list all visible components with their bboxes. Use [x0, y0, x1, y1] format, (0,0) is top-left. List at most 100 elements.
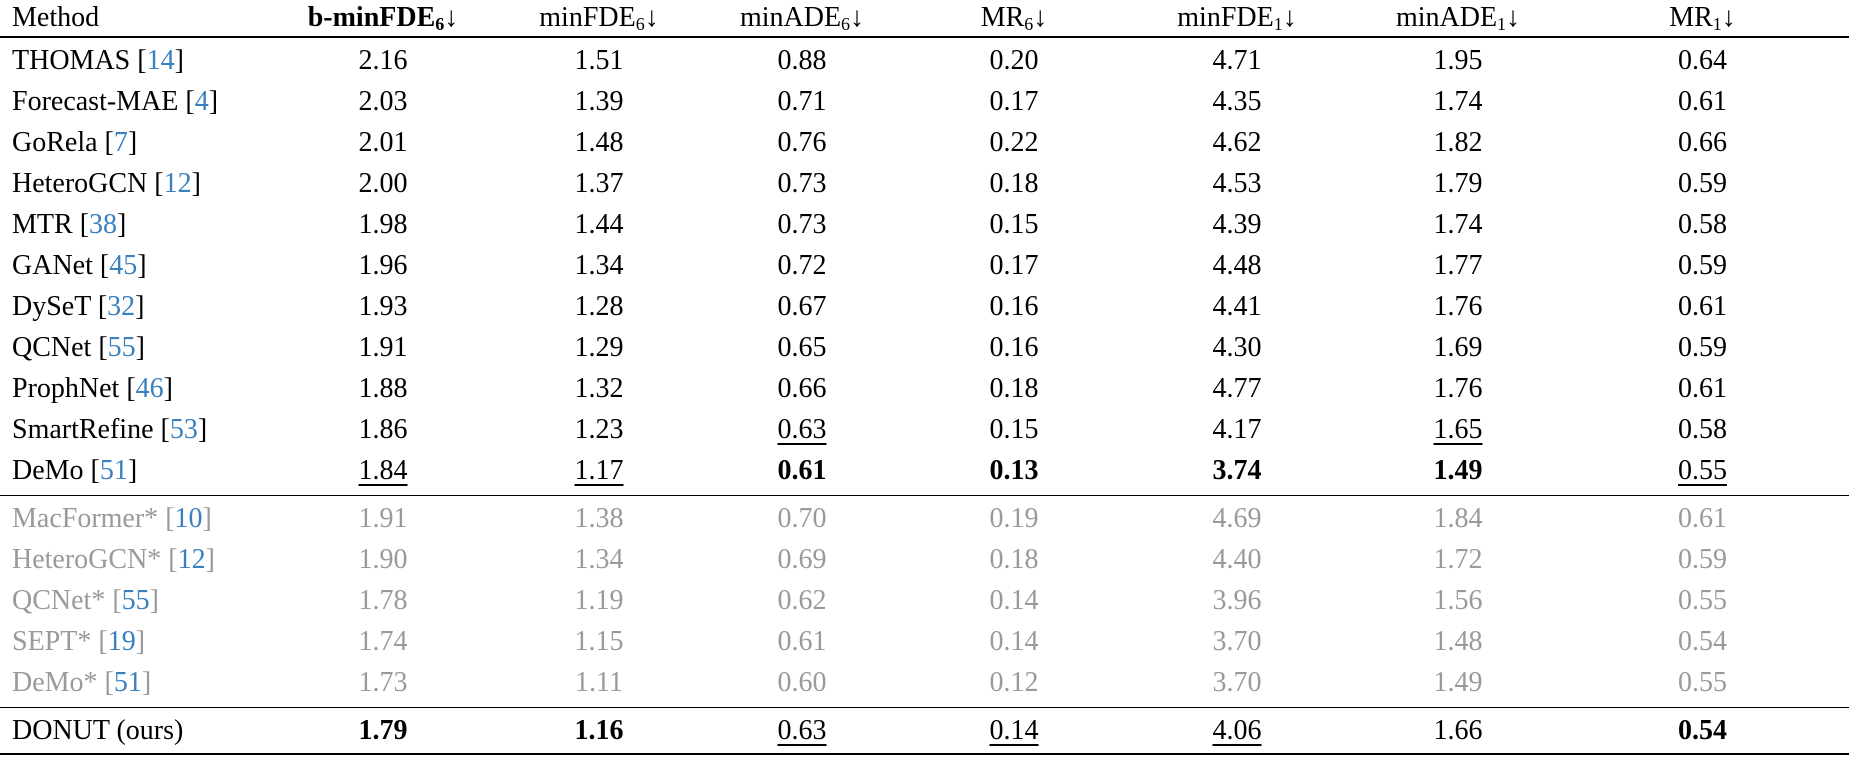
metric-value: 4.40 — [1212, 543, 1262, 575]
metric-value: 1.19 — [574, 584, 624, 616]
value-cell: 1.65 — [1360, 414, 1556, 446]
metric-value: 2.16 — [358, 44, 408, 76]
method-cell: HeteroGCN* [12] — [0, 544, 258, 576]
method-name: QCNet* — [12, 584, 106, 616]
header-subscript: 1 — [1497, 13, 1507, 34]
metric-value: 4.17 — [1212, 413, 1262, 445]
ref-bracket: [ — [168, 543, 178, 575]
metric-value: 0.15 — [989, 208, 1039, 240]
value-cell: 0.14 — [914, 715, 1114, 747]
value-cell: 4.17 — [1114, 414, 1360, 446]
ref-bracket: [ — [79, 208, 90, 240]
method-group: THOMAS [14] 2.16 1.51 0.88 0.20 4.71 1.95 0.64 F… — [0, 38, 1849, 495]
value-cell: 0.61 — [1556, 503, 1849, 535]
method-cell: HeteroGCN [12] — [0, 168, 258, 200]
value-cell: 4.48 — [1114, 250, 1360, 282]
value-cell: 1.84 — [258, 455, 508, 487]
value-cell: 3.70 — [1114, 667, 1360, 699]
table-row: DySeT [32] 1.93 1.28 0.67 0.16 4.41 1.76 0.61 — [0, 286, 1849, 327]
header-cell: Method — [0, 2, 258, 34]
value-cell: 2.03 — [258, 86, 508, 118]
value-cell: 1.39 — [508, 86, 690, 118]
metric-value: 0.58 — [1678, 413, 1727, 445]
value-cell: 0.88 — [690, 45, 914, 77]
value-cell: 2.16 — [258, 45, 508, 77]
down-arrow-icon: ↓ — [1506, 1, 1521, 33]
metric-value: 1.66 — [1433, 714, 1483, 746]
metric-value: 1.65 — [1433, 413, 1483, 445]
results-table: Method b-minFDE6↓ minFDE6↓ minADE6↓ MR6↓ minF… — [0, 1, 1849, 755]
method-name: Forecast-MAE — [12, 85, 179, 117]
ref-bracket: [ — [90, 454, 100, 486]
value-cell: 4.77 — [1114, 373, 1360, 405]
metric-value: 1.82 — [1433, 126, 1483, 158]
header-cell: minFDE1↓ — [1114, 2, 1360, 35]
value-cell: 1.93 — [258, 291, 508, 323]
metric-value: 0.61 — [777, 625, 827, 657]
value-cell: 0.66 — [1556, 127, 1849, 159]
value-cell: 0.14 — [914, 626, 1114, 658]
table-row: DeMo* [51] 1.73 1.11 0.60 0.12 3.70 1.49 0.55 — [0, 662, 1849, 703]
method-name: SEPT* — [12, 625, 92, 657]
metric-value: 1.74 — [1433, 85, 1483, 117]
value-cell: 4.30 — [1114, 332, 1360, 364]
value-cell: 4.06 — [1114, 715, 1360, 747]
metric-value: 1.34 — [574, 249, 624, 281]
metric-value: 4.41 — [1212, 290, 1262, 322]
ref-bracket: [ — [160, 413, 170, 445]
method-name: GoRela — [12, 126, 98, 158]
metric-value: 0.65 — [777, 331, 827, 363]
value-cell: 0.61 — [1556, 373, 1849, 405]
value-cell: 1.37 — [508, 168, 690, 200]
value-cell: 0.73 — [690, 209, 914, 241]
metric-value: 0.22 — [989, 126, 1039, 158]
value-cell: 2.00 — [258, 168, 508, 200]
metric-value: 3.96 — [1212, 584, 1262, 616]
value-cell: 4.39 — [1114, 209, 1360, 241]
metric-value: 0.62 — [777, 584, 827, 616]
metric-value: 1.76 — [1433, 372, 1483, 404]
ref-bracket: ] — [191, 167, 201, 199]
metric-value: 0.15 — [989, 413, 1039, 445]
header-rule — [0, 36, 1849, 38]
method-name: DySeT — [12, 290, 91, 322]
ref-bracket: [ — [99, 249, 110, 281]
metric-value: 4.39 — [1212, 208, 1262, 240]
citation-link: 51 — [113, 666, 142, 698]
citation-link: 45 — [109, 249, 138, 281]
metric-value: 0.18 — [989, 372, 1039, 404]
metric-value: 0.63 — [777, 714, 827, 746]
header-label: Method — [12, 2, 100, 33]
metric-value: 4.69 — [1212, 502, 1262, 534]
value-cell: 0.71 — [690, 86, 914, 118]
ref-bracket: [ — [126, 372, 136, 404]
value-cell: 0.67 — [690, 291, 914, 323]
value-cell: 0.59 — [1556, 332, 1849, 364]
value-cell: 0.17 — [914, 86, 1114, 118]
value-cell: 1.72 — [1360, 544, 1556, 576]
method-name: DeMo — [12, 454, 84, 486]
table-row: GANet [45] 1.96 1.34 0.72 0.17 4.48 1.77 0.59 — [0, 245, 1849, 286]
ref-bracket: ] — [127, 126, 138, 158]
header-subscript: 6 — [635, 13, 645, 34]
value-cell: 1.91 — [258, 503, 508, 535]
value-cell: 0.55 — [1556, 455, 1849, 487]
metric-value: 0.14 — [989, 584, 1039, 616]
table-row: DONUT (ours) 1.79 1.16 0.63 0.14 4.06 1.66 0.54 — [0, 710, 1849, 751]
header-subscript: 1 — [1712, 13, 1722, 34]
value-cell: 4.35 — [1114, 86, 1360, 118]
method-cell: Forecast-MAE [4] — [0, 86, 258, 118]
metric-value: 0.61 — [1678, 290, 1727, 322]
table-row: GoRela [7] 2.01 1.48 0.76 0.22 4.62 1.82 0.66 — [0, 122, 1849, 163]
value-cell: 1.79 — [258, 715, 508, 747]
value-cell: 1.44 — [508, 209, 690, 241]
value-cell: 1.96 — [258, 250, 508, 282]
value-cell: 0.18 — [914, 373, 1114, 405]
header-label: minFDE — [539, 1, 636, 33]
value-cell: 1.98 — [258, 209, 508, 241]
citation-link: 55 — [121, 584, 150, 616]
metric-value: 4.48 — [1212, 249, 1262, 281]
value-cell: 0.15 — [914, 414, 1114, 446]
value-cell: 0.72 — [690, 250, 914, 282]
metric-value: 0.73 — [777, 208, 827, 240]
